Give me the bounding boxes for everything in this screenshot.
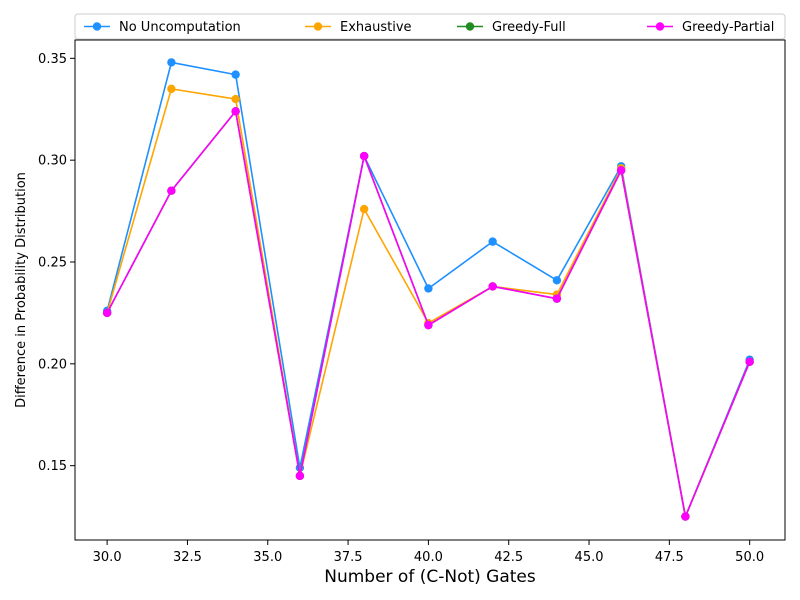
series-line	[106, 110, 751, 518]
data-point	[167, 58, 176, 67]
legend-swatch-marker	[313, 22, 323, 31]
data-point	[424, 320, 433, 330]
x-tick-label: 47.5	[655, 550, 684, 565]
data-point	[616, 166, 626, 175]
data-point	[231, 94, 240, 104]
data-point	[488, 237, 497, 246]
data-point	[231, 70, 240, 79]
legend-box	[74, 13, 786, 40]
data-point	[359, 151, 369, 161]
legend-entry: Exhaustive	[305, 20, 412, 35]
y-tick-label: 0.35	[38, 52, 67, 67]
data-point	[102, 308, 112, 318]
x-tick-label: 35.0	[253, 550, 282, 565]
y-tick-label: 0.20	[38, 357, 67, 372]
legend-swatch-marker	[655, 22, 665, 31]
data-point	[359, 204, 369, 214]
data-point	[552, 276, 562, 285]
legend-label: Exhaustive	[340, 20, 412, 35]
data-point	[167, 84, 176, 94]
series-line	[106, 88, 751, 518]
data-point	[745, 357, 754, 366]
series-line	[106, 110, 751, 518]
y-tick-label: 0.15	[38, 459, 67, 474]
legend-entry: Greedy-Full	[457, 20, 566, 35]
x-tick-label: 42.5	[494, 550, 523, 565]
legend-label: No Uncomputation	[119, 20, 241, 35]
y-axis-title: Difference in Probability Distribution	[14, 172, 29, 408]
legend-label: Greedy-Partial	[682, 20, 774, 35]
x-tick-label: 30.0	[93, 550, 122, 565]
plot-frame	[74, 39, 786, 541]
x-tick-label: 45.0	[575, 550, 604, 565]
data-point	[424, 284, 433, 293]
legend: No Uncomputation Exhaustive Greedy-Full Gre…	[74, 13, 786, 40]
x-axis: 30.0 32.5 35.0 37.5 40.0 42.5 45.0 47.5 50.0	[93, 540, 764, 565]
x-axis-title: Number of (C-Not) Gates	[324, 567, 536, 587]
data-point	[167, 186, 176, 195]
data-point	[295, 471, 305, 481]
data-point	[488, 282, 497, 291]
plot-area: 30.0 32.5 35.0 37.5 40.0 42.5 45.0 47.5 50.0 0.1…	[38, 39, 786, 565]
y-tick-label: 0.30	[38, 154, 67, 169]
data-point	[681, 512, 690, 521]
series-greedy-partial	[102, 107, 754, 521]
x-tick-label: 50.0	[735, 550, 764, 565]
legend-entry: No Uncomputation	[84, 20, 241, 35]
data-point	[231, 107, 240, 116]
x-tick-label: 37.5	[334, 550, 363, 565]
series-no-uncomputation	[102, 58, 754, 521]
series-greedy-full	[102, 107, 754, 521]
series-layer	[102, 58, 754, 521]
legend-entry: Greedy-Partial	[647, 20, 774, 35]
x-tick-label: 40.0	[414, 550, 443, 565]
series-exhaustive	[102, 84, 754, 521]
legend-label: Greedy-Full	[492, 20, 566, 35]
y-axis: 0.15 0.20 0.25 0.30 0.35	[38, 52, 75, 474]
legend-swatch-marker	[465, 22, 475, 31]
x-tick-label: 32.5	[173, 550, 202, 565]
data-point	[552, 294, 562, 303]
y-tick-label: 0.25	[38, 255, 67, 270]
legend-swatch-marker	[92, 22, 102, 31]
